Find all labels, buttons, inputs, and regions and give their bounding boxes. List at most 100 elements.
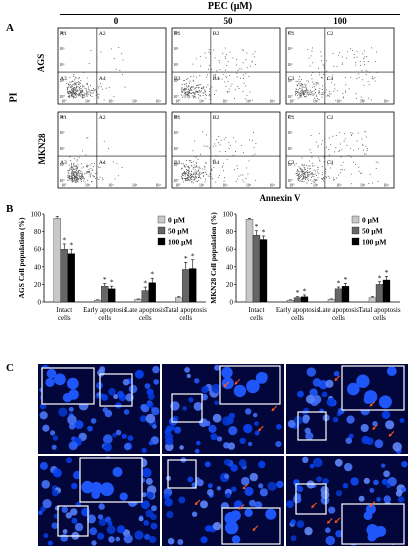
inset-nucleus — [112, 467, 123, 477]
event-dot — [196, 163, 198, 165]
event-dot — [341, 149, 343, 151]
event-dot — [323, 91, 325, 93]
event-dot — [181, 90, 183, 92]
event-dot — [183, 84, 185, 86]
event-dot — [73, 171, 75, 173]
event-dot — [221, 78, 223, 80]
event-dot — [73, 94, 75, 96]
event-dot — [206, 86, 207, 88]
event-dot — [75, 90, 77, 92]
cell-nucleus — [115, 429, 122, 436]
arrow-head — [311, 504, 315, 508]
event-dot — [245, 178, 247, 179]
event-dot — [308, 92, 310, 94]
event-dot — [79, 77, 80, 79]
event-dot — [188, 175, 189, 176]
event-dot — [71, 175, 73, 176]
event-dot — [225, 69, 226, 71]
event-dot — [297, 94, 298, 96]
cell-nucleus — [145, 413, 156, 424]
event-dot — [76, 96, 78, 98]
cell-nucleus — [383, 495, 392, 503]
event-dot — [315, 88, 316, 90]
event-dot — [312, 47, 313, 49]
event-dot — [317, 177, 319, 179]
event-dot — [198, 89, 200, 91]
event-dot — [311, 172, 313, 174]
quadrant-label-b1: B1 — [174, 115, 181, 121]
event-dot — [365, 74, 367, 75]
cell-nucleus — [151, 407, 160, 416]
cell-nucleus — [39, 411, 48, 420]
event-dot — [313, 179, 315, 180]
event-dot — [80, 173, 82, 175]
event-dot — [345, 84, 347, 86]
event-dot — [359, 61, 361, 62]
event-dot — [218, 142, 219, 144]
bar-chart-ags: AGS Cell population (%)020406080100**Int… — [17, 211, 207, 323]
cell-nucleus — [103, 434, 113, 444]
event-dot — [216, 139, 218, 141]
event-dot — [67, 176, 68, 178]
event-dot — [311, 162, 313, 164]
cell-nucleus — [321, 391, 328, 398]
cell-nucleus — [117, 390, 124, 398]
event-dot — [71, 170, 73, 171]
event-dot — [83, 87, 85, 89]
event-dot — [295, 94, 296, 96]
zoom-inset — [79, 457, 143, 503]
inset-nucleus — [66, 377, 79, 390]
event-dot — [76, 89, 78, 91]
cell-nucleus — [50, 430, 56, 436]
event-dot — [324, 91, 326, 93]
event-dot — [82, 91, 83, 93]
event-dot — [326, 95, 328, 97]
event-dot — [304, 173, 306, 174]
event-dot — [86, 170, 88, 172]
event-dot — [196, 92, 198, 93]
quadrant-label-c2: C2 — [327, 31, 334, 37]
event-dot — [356, 140, 358, 142]
event-dot — [298, 177, 300, 179]
event-dot — [307, 167, 309, 169]
event-dot — [70, 87, 72, 88]
event-dot — [181, 167, 183, 169]
event-dot — [234, 89, 236, 91]
category-label: cells — [58, 314, 71, 322]
event-dot — [225, 137, 227, 138]
event-dot — [81, 163, 82, 165]
category-label: cells — [373, 314, 386, 322]
event-dot — [194, 140, 195, 142]
event-dot — [76, 87, 77, 89]
arrow-head — [258, 428, 262, 432]
cell-nucleus — [325, 379, 334, 388]
event-dot — [76, 160, 78, 162]
event-dot — [68, 175, 70, 177]
cell-nucleus — [211, 383, 221, 394]
event-dot — [184, 79, 186, 81]
event-dot — [303, 164, 305, 166]
event-dot — [89, 92, 91, 94]
event-dot — [85, 88, 87, 89]
event-dot — [252, 155, 254, 156]
y-tick-label: 10° — [174, 179, 180, 183]
cell-nucleus — [381, 463, 386, 468]
event-dot — [303, 177, 305, 179]
cell-nucleus — [204, 420, 211, 427]
event-dot — [71, 92, 73, 93]
cell-nucleus — [286, 500, 294, 508]
cell-nucleus — [200, 536, 208, 544]
event-dot — [322, 93, 324, 95]
event-dot — [185, 89, 187, 90]
event-dot — [295, 80, 297, 82]
cell-nucleus — [276, 424, 282, 430]
arrow-head — [234, 381, 238, 385]
event-dot — [255, 143, 257, 144]
event-dot — [189, 167, 190, 169]
event-dot — [72, 89, 74, 91]
cell-nucleus — [399, 418, 405, 423]
event-dot — [204, 52, 206, 54]
event-dot — [313, 93, 315, 95]
event-dot — [303, 170, 305, 172]
